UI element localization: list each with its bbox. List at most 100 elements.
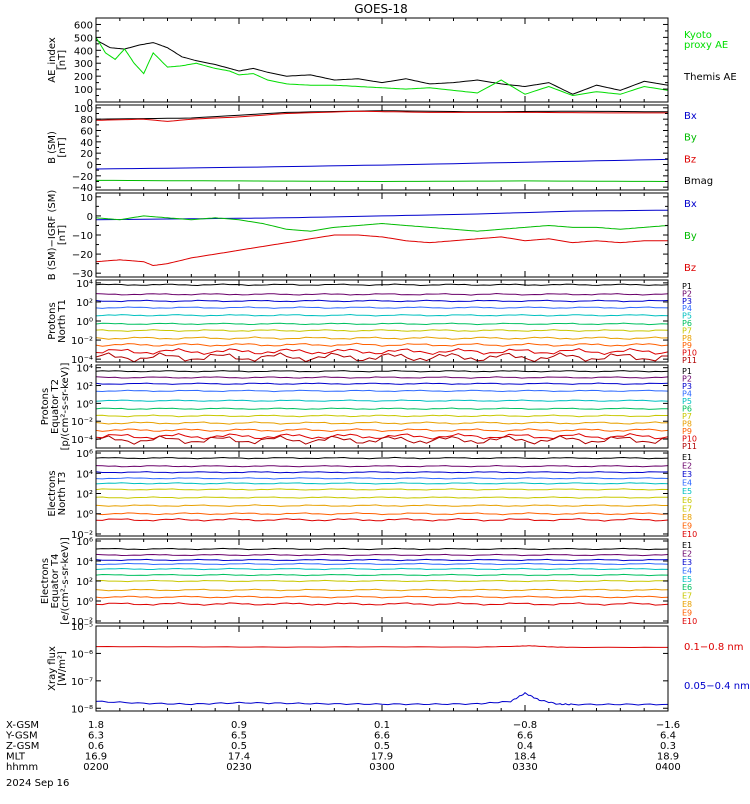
legend-label: P11 bbox=[682, 356, 697, 365]
legend-label: Bz bbox=[684, 263, 696, 274]
x-axis-value: 16.9 bbox=[85, 752, 107, 763]
series-line-bsm-by bbox=[96, 179, 668, 183]
y-tick-label: 10⁴ bbox=[76, 469, 93, 480]
legend-label: E8 bbox=[682, 513, 692, 522]
series-line-p_equator-p9 bbox=[96, 428, 668, 433]
y-tick-label: 0 bbox=[87, 212, 93, 223]
x-axis-value: 0.5 bbox=[374, 741, 390, 752]
y-axis-label: Protons bbox=[47, 302, 58, 339]
legend-label: P5 bbox=[682, 397, 692, 406]
legend-label: Bx bbox=[684, 111, 697, 122]
y-tick-label: 100 bbox=[74, 85, 93, 96]
y-tick-label: 500 bbox=[74, 33, 93, 44]
series-line-p_equator-p6 bbox=[96, 407, 668, 410]
legend-label: P8 bbox=[682, 334, 692, 343]
y-axis-label: Protons bbox=[40, 388, 51, 425]
y-tick-label: 400 bbox=[74, 46, 93, 57]
series-line-bdiff-bz bbox=[96, 234, 668, 267]
series-line-e_equator-e7 bbox=[96, 579, 668, 583]
series-line-e_north-e9 bbox=[96, 512, 668, 516]
x-axis-row-label: hhmm bbox=[6, 762, 38, 773]
y-tick-label: 600 bbox=[74, 20, 93, 31]
series-line-p_equator-p5 bbox=[96, 399, 668, 402]
x-axis-row-label: X-GSM bbox=[6, 720, 39, 731]
y-tick-label: 10⁴ bbox=[76, 279, 93, 290]
y-axis-label: Xray flux bbox=[47, 646, 58, 691]
legend-label: P7 bbox=[682, 412, 692, 421]
y-tick-label: −20 bbox=[72, 172, 93, 183]
legend-label: E5 bbox=[682, 575, 692, 584]
y-tick-label: 10⁰ bbox=[76, 510, 93, 521]
series-line-p_north-p9 bbox=[96, 342, 668, 347]
y-tick-label: 10² bbox=[76, 490, 93, 501]
y-axis-label: [W/m²] bbox=[57, 651, 68, 686]
y-tick-label: 0 bbox=[87, 161, 93, 172]
legend-label: Themis AE bbox=[683, 72, 737, 83]
y-tick-label: 10⁻² bbox=[71, 417, 93, 428]
y-tick-label: 10⁻⁴ bbox=[71, 435, 93, 446]
series-line-p_equator-p11 bbox=[96, 435, 668, 445]
series-line-bdiff-bx bbox=[96, 209, 668, 221]
series-line-p_north-p3 bbox=[96, 299, 668, 303]
legend-label: P1 bbox=[682, 282, 692, 291]
panel-frame bbox=[95, 450, 669, 537]
series-line-p_equator-p8 bbox=[96, 421, 668, 425]
y-tick-label: 10² bbox=[76, 382, 93, 393]
y-tick-label: 100 bbox=[74, 104, 93, 115]
legend-label: E7 bbox=[682, 592, 692, 601]
legend-label: P8 bbox=[682, 420, 692, 429]
panel-frame bbox=[95, 17, 669, 103]
legend-label: P4 bbox=[682, 304, 692, 313]
series-line-p_north-p4 bbox=[96, 306, 668, 309]
y-tick-label: 10⁻⁵ bbox=[71, 622, 93, 633]
x-axis-value: 17.4 bbox=[228, 752, 250, 763]
panel-p_north: 10⁻⁴ 10⁻² 10⁰ 10² 10⁴ Protons North T1 P1P2P3P4… bbox=[47, 279, 697, 366]
series-line-p_north-p5 bbox=[96, 313, 668, 317]
series-line-e_equator-e2 bbox=[96, 553, 668, 557]
y-axis-label: [e/(cm²-s-sr-keV)] bbox=[60, 537, 71, 625]
x-axis-value: 6.3 bbox=[88, 731, 104, 742]
x-axis-value: 6.4 bbox=[660, 731, 676, 742]
y-axis-label: Equator T2 bbox=[50, 379, 61, 434]
x-axis-value: 0.3 bbox=[660, 741, 676, 752]
series-line-e_north-e3 bbox=[96, 471, 668, 474]
legend-label: P10 bbox=[682, 435, 697, 444]
series-line-e_north-e1 bbox=[96, 456, 668, 460]
y-tick-label: 200 bbox=[74, 72, 93, 83]
x-axis-value: 18.4 bbox=[514, 752, 536, 763]
y-axis-label: AE_index bbox=[47, 37, 58, 83]
y-tick-label: 40 bbox=[80, 138, 93, 149]
legend-label: P2 bbox=[682, 375, 692, 384]
series-line-e_north-e7 bbox=[96, 496, 668, 499]
series-line-p_north-p2 bbox=[96, 292, 668, 296]
x-axis-value: 6.5 bbox=[231, 731, 247, 742]
legend-label: E8 bbox=[682, 600, 692, 609]
series-line-ae-kyoto-proxy-ae bbox=[96, 37, 668, 97]
series-line-e_north-e6 bbox=[96, 488, 668, 491]
y-tick-label: 10⁻⁸ bbox=[71, 704, 93, 715]
y-axis-label: B (SM) bbox=[47, 131, 58, 164]
legend-label: 0.05−0.4 nm bbox=[684, 681, 750, 692]
legend-label: E4 bbox=[682, 566, 692, 575]
x-axis-value: 0.6 bbox=[88, 741, 104, 752]
y-axis-label: [p/(cm²-s-sr-keV)] bbox=[60, 363, 71, 451]
x-axis-value: 0300 bbox=[369, 762, 394, 773]
x-axis-value: −0.8 bbox=[513, 720, 537, 731]
panel-xray: 10⁻⁸ 10⁻⁷ 10⁻⁶ 10⁻⁵ Xray flux [W/m²] 0.1−0.8 n… bbox=[47, 622, 750, 715]
plot-title: GOES-18 bbox=[354, 2, 408, 16]
legend-label: Bmag bbox=[684, 176, 713, 187]
legend-label: E5 bbox=[682, 487, 692, 496]
legend-label: By bbox=[684, 231, 697, 242]
y-tick-label: 10 bbox=[80, 193, 93, 204]
x-axis-value: 0200 bbox=[83, 762, 108, 773]
x-axis-row-label: Y-GSM bbox=[5, 731, 38, 742]
y-tick-label: 10⁰ bbox=[76, 317, 93, 328]
legend-label: E9 bbox=[682, 521, 692, 530]
y-axis-label: [nT] bbox=[57, 137, 68, 157]
y-tick-label: 10⁶ bbox=[76, 449, 93, 460]
legend-label: E10 bbox=[682, 617, 697, 626]
